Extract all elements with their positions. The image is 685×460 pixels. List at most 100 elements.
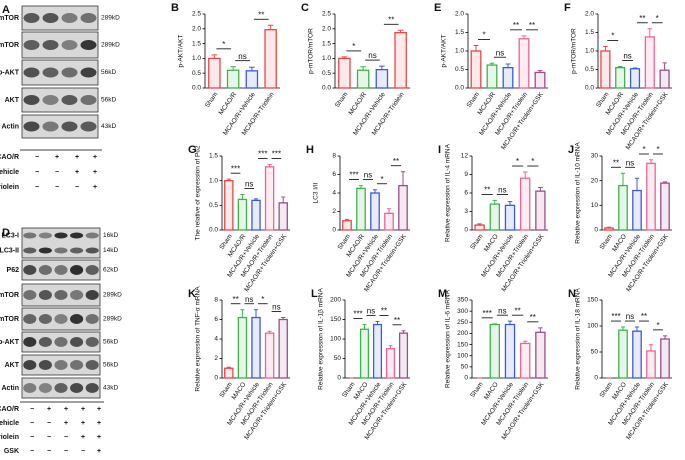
- blot-label: p-mTOR: [0, 15, 19, 22]
- blot-band: [38, 383, 52, 393]
- bar: [356, 187, 366, 231]
- blot-band: [54, 383, 68, 393]
- blot-band: [85, 337, 99, 347]
- y-tick-label: 1.0: [585, 48, 594, 55]
- error-bar: [473, 44, 479, 51]
- y-tick-label: 6: [332, 171, 336, 178]
- x-tick-label: Sham: [204, 91, 219, 109]
- significance-label: *: [516, 157, 519, 166]
- treatment-sign: +: [97, 448, 101, 455]
- blot-band: [85, 383, 99, 393]
- blot-band: [70, 290, 84, 300]
- bar: [600, 50, 611, 89]
- error-bar: [386, 208, 392, 214]
- blot-kd: 43kD: [101, 123, 116, 130]
- bar: [470, 50, 482, 89]
- y-axis-label: p-AKT/AKT: [441, 35, 448, 68]
- y-tick-label: 0.5: [585, 66, 594, 73]
- blot-band: [38, 290, 52, 300]
- error-bar: [647, 28, 653, 37]
- error-bar: [632, 67, 638, 69]
- significance-label: ns: [626, 158, 634, 167]
- panel-letter: L: [311, 288, 318, 300]
- treatment-sign: +: [93, 184, 97, 191]
- error-bar: [253, 198, 259, 201]
- significance-label: ns: [272, 303, 280, 312]
- blot-band: [70, 337, 84, 347]
- treatment-sign: −: [55, 184, 59, 191]
- blot-kd: 56kD: [101, 69, 116, 76]
- bar: [504, 204, 516, 231]
- error-bar: [662, 335, 668, 339]
- blot-band: [54, 265, 68, 275]
- error-bar: [492, 199, 498, 205]
- blot-kd: 289kD: [101, 42, 120, 49]
- bar: [237, 198, 248, 231]
- y-tick-label: 8: [214, 297, 218, 304]
- y-axis-label: The relative of expression of P62: [195, 145, 202, 240]
- error-bar: [662, 181, 668, 184]
- bar: [237, 316, 248, 379]
- y-tick-label: 1.0: [455, 48, 464, 55]
- y-tick-label: 6: [214, 316, 218, 323]
- blot-frame: [21, 114, 99, 139]
- error-bar: [477, 223, 482, 226]
- y-axis-label: Relative expression of TNF-α mRNA: [195, 286, 202, 392]
- blot-band: [70, 383, 84, 393]
- bar: [251, 199, 261, 231]
- significance-label: *: [380, 175, 383, 184]
- panel-letter: I: [438, 144, 441, 156]
- treatment-sign: −: [30, 448, 34, 455]
- treatment-label: Triolein: [0, 434, 19, 441]
- treatment-sign: +: [55, 154, 59, 161]
- error-bar: [538, 327, 543, 333]
- treatment-label: Vehicle: [0, 420, 19, 427]
- treatment-sign: −: [75, 184, 79, 191]
- y-tick-label: 1.0: [209, 177, 218, 184]
- blot-band: [80, 121, 97, 132]
- error-bar: [648, 344, 654, 351]
- treatment-label: MCAO/R: [0, 154, 19, 161]
- blot-label: LC3-II: [0, 247, 19, 254]
- blot-label: p-mTOR: [0, 292, 19, 299]
- treatment-sign: −: [47, 448, 51, 455]
- blot-band: [38, 232, 52, 239]
- treatment-sign: −: [35, 169, 39, 176]
- significance-label: **: [388, 15, 394, 24]
- y-axis-label: Relative expression of IL-10 mRNA: [575, 142, 582, 244]
- y-tick-label: 350: [457, 297, 468, 304]
- error-bar: [617, 66, 623, 68]
- panel-letter: H: [306, 144, 314, 156]
- error-bar: [281, 317, 286, 320]
- error-bar: [662, 62, 667, 71]
- blot-band: [23, 121, 40, 132]
- blot-band: [23, 360, 37, 370]
- bar: [660, 338, 670, 379]
- blot-band: [54, 247, 68, 254]
- y-tick-label: 0: [464, 227, 468, 234]
- error-bar: [344, 218, 350, 221]
- bar: [264, 29, 277, 89]
- blot-band: [38, 360, 52, 370]
- blot-label: p-AKT: [0, 339, 20, 346]
- y-tick-label: 150: [330, 316, 341, 323]
- significance-label: *: [642, 145, 645, 154]
- panel-letter: G: [188, 144, 197, 156]
- y-tick-label: 2.5: [322, 11, 331, 18]
- significance-label: **: [641, 312, 647, 321]
- blot-band: [42, 95, 59, 105]
- treatment-sign: −: [35, 154, 39, 161]
- y-tick-label: 9: [464, 171, 468, 178]
- blot-kd: 56kD: [103, 339, 118, 346]
- treatment-sign: −: [64, 448, 68, 455]
- y-tick-label: 2: [214, 355, 218, 362]
- error-bar: [505, 63, 511, 68]
- y-tick-label: 50: [334, 355, 342, 362]
- blot-band: [61, 40, 78, 50]
- treatment-sign: +: [75, 154, 79, 161]
- blot-kd: 56kD: [103, 362, 118, 369]
- blot-kd: 14kD: [103, 247, 118, 254]
- error-bar: [240, 193, 245, 200]
- y-tick-label: 0: [594, 227, 598, 234]
- treatment-sign: −: [81, 448, 85, 455]
